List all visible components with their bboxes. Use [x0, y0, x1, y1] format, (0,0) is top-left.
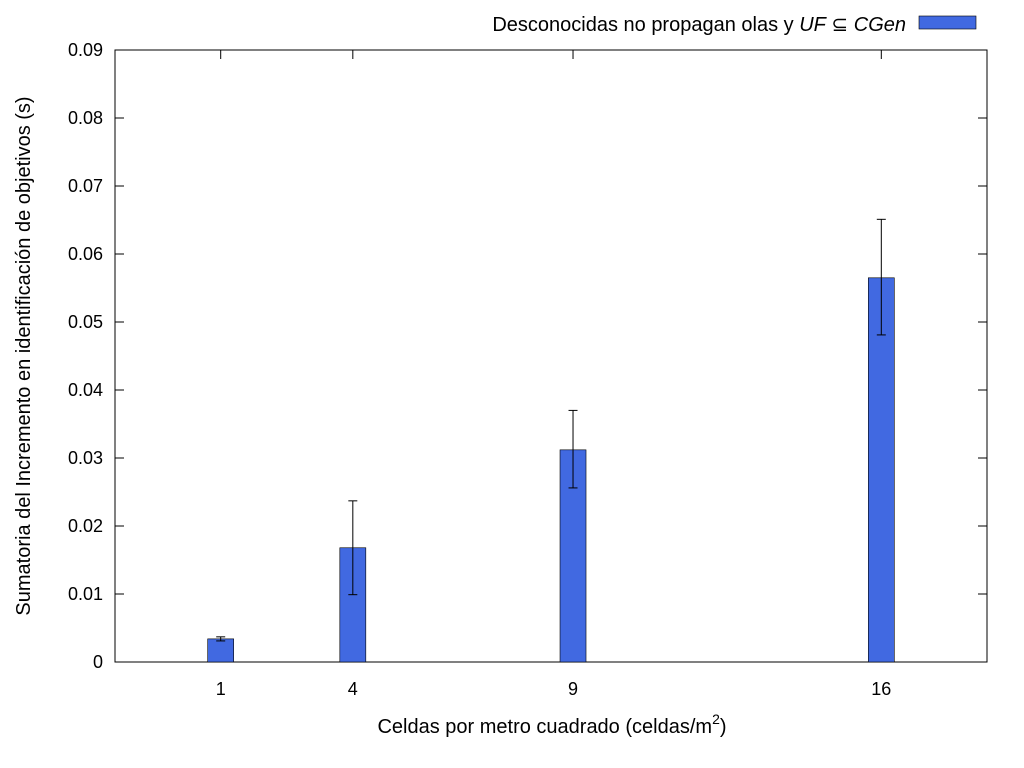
x-axis-label-close: ) [720, 716, 727, 738]
x-tick-label: 16 [871, 679, 891, 699]
legend-swatch [918, 15, 977, 30]
legend-label-italic-2: CGen [854, 14, 906, 36]
error-bars [216, 218, 886, 642]
x-axis: 1 4 9 16 [216, 50, 891, 699]
legend-label-prefix: Desconocidas no propagan olas y [492, 14, 799, 36]
legend-label-italic-1: UF [799, 14, 827, 36]
bar [868, 277, 895, 663]
y-tick-label: 0.04 [68, 380, 103, 400]
y-tick-label: 0.07 [68, 176, 103, 196]
legend-label-symbol: ⊆ [826, 14, 854, 36]
legend-label: Desconocidas no propagan olas y UF ⊆ CGe… [492, 14, 906, 36]
x-axis-label: Celdas por metro cuadrado (celdas/m2) [377, 711, 726, 738]
y-tick-label: 0.03 [68, 448, 103, 468]
x-axis-label-sup: 2 [712, 711, 720, 727]
y-tick-label: 0.01 [68, 584, 103, 604]
bars [207, 277, 895, 663]
y-axis: 0 0.01 0.02 0.03 0.04 0.05 0.06 0.07 0.08 0.09 [68, 40, 987, 672]
y-tick-label: 0.02 [68, 516, 103, 536]
y-tick-label: 0 [93, 652, 103, 672]
x-tick-label: 1 [216, 679, 226, 699]
y-tick-label: 0.08 [68, 108, 103, 128]
y-tick-label: 0.05 [68, 312, 103, 332]
y-tick-label: 0.09 [68, 40, 103, 60]
legend: Desconocidas no propagan olas y UF ⊆ CGe… [492, 14, 977, 36]
y-tick-label: 0.06 [68, 244, 103, 264]
x-tick-label: 9 [568, 679, 578, 699]
y-axis-label: Sumatoria del Incremento en identificaci… [13, 96, 35, 615]
x-axis-label-main: Celdas por metro cuadrado (celdas/m [377, 716, 712, 738]
x-tick-label: 4 [348, 679, 358, 699]
bar [207, 638, 234, 663]
plot-frame [114, 49, 988, 663]
